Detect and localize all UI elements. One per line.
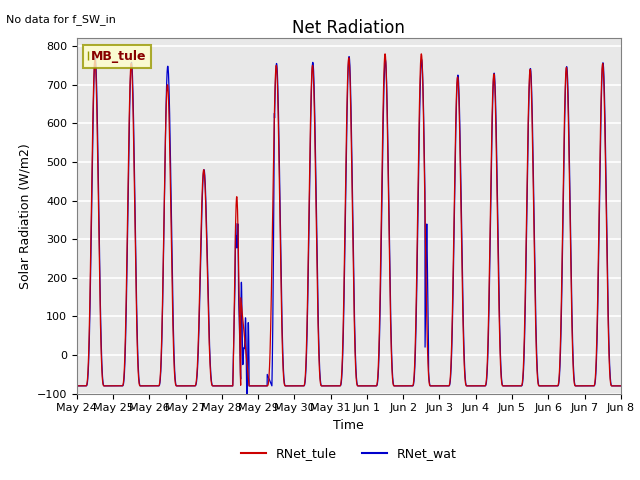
Title: Net Radiation: Net Radiation [292,19,405,37]
RNet_tule [417,51,425,57]
RNet_tule [328,383,336,389]
RNet_wat [73,383,81,389]
RNet_wat [502,383,509,389]
Line: RNet_wat: RNet_wat [77,57,621,394]
RNet_wat [471,383,479,389]
RNet_tule [617,383,625,389]
RNet_tule [502,383,509,389]
Legend: RNet_tule, RNet_wat: RNet_tule, RNet_wat [236,443,461,466]
Y-axis label: Solar Radiation (W/m2): Solar Radiation (W/m2) [18,143,31,289]
RNet_tule [171,372,179,377]
Text: No data for f_SW_in: No data for f_SW_in [6,14,116,25]
RNet_tule [471,383,479,389]
RNet_wat [329,383,337,389]
RNet_wat [617,383,625,389]
RNet_tule [441,383,449,389]
RNet_tule [73,383,81,389]
RNet_wat [171,365,179,371]
RNet_wat [345,54,353,60]
RNet_tule [616,383,624,389]
Line: RNet_tule: RNet_tule [77,54,621,386]
RNet_wat [616,383,624,389]
RNet_wat [243,391,250,396]
RNet_wat [441,383,449,389]
X-axis label: Time: Time [333,419,364,432]
